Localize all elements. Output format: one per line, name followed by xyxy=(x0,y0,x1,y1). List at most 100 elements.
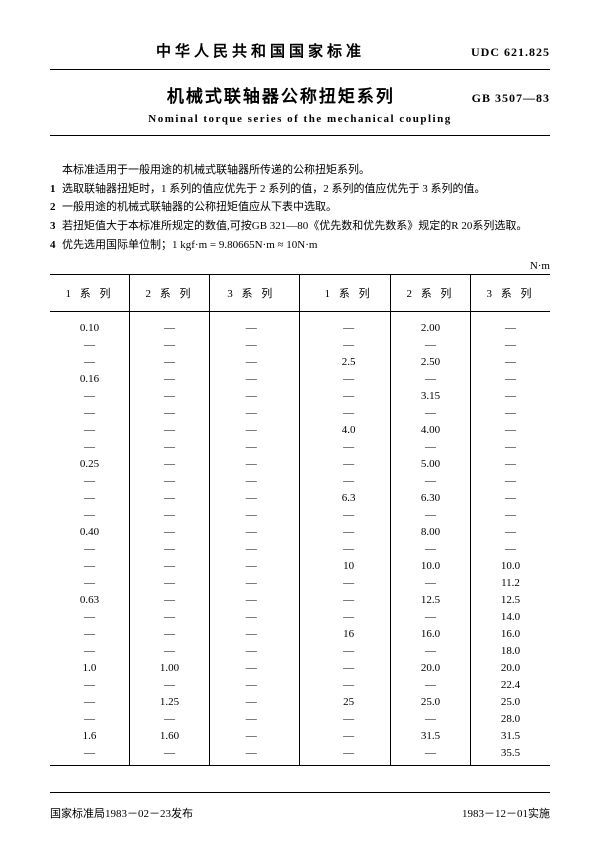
table-cell: — xyxy=(471,439,550,456)
table-cell: — xyxy=(390,473,470,490)
table-cell: — xyxy=(129,354,209,371)
table-cell: — xyxy=(50,422,129,439)
table-cell: 1.0 xyxy=(50,660,129,677)
table-cell: 0.40 xyxy=(50,524,129,541)
table-row: 0.63———12.512.5 xyxy=(50,592,550,609)
table-cell: 16.0 xyxy=(390,626,470,643)
table-row: ———6.36.30— xyxy=(50,490,550,507)
table-cell: — xyxy=(129,405,209,422)
note-text-1: 选取联轴器扭矩时，1 系列的值应优先于 2 系列的值，2 系列的值应优先于 3 … xyxy=(62,180,486,199)
effective-date: 1983－12－01实施 xyxy=(462,805,550,821)
table-cell: — xyxy=(50,473,129,490)
table-cell: — xyxy=(129,524,209,541)
table-cell: — xyxy=(210,660,300,677)
table-cell: — xyxy=(210,592,300,609)
table-cell: — xyxy=(210,694,300,711)
table-row: —————— xyxy=(50,541,550,558)
table-cell: — xyxy=(300,643,390,660)
table-cell: — xyxy=(129,456,209,473)
table-cell: — xyxy=(50,405,129,422)
table-cell: 2.50 xyxy=(390,354,470,371)
table-cell: — xyxy=(471,473,550,490)
table-cell: — xyxy=(129,507,209,524)
table-cell: — xyxy=(50,507,129,524)
table-cell: — xyxy=(471,422,550,439)
table-header-row: 1 系 列 2 系 列 3 系 列 1 系 列 2 系 列 3 系 列 xyxy=(50,275,550,312)
note-text-2: 一般用途的机械式联轴器的公称扭矩值应从下表中选取。 xyxy=(62,198,337,217)
table-cell: 20.0 xyxy=(390,660,470,677)
table-cell: — xyxy=(129,490,209,507)
table-cell: 28.0 xyxy=(471,711,550,728)
table-cell: — xyxy=(50,745,129,766)
table-row: —————14.0 xyxy=(50,609,550,626)
table-cell: — xyxy=(390,643,470,660)
note-num-1: 1 xyxy=(50,180,62,199)
table-cell: 3.15 xyxy=(390,388,470,405)
table-cell: — xyxy=(471,354,550,371)
table-row: 1.61.60——31.531.5 xyxy=(50,728,550,745)
table-cell: — xyxy=(50,354,129,371)
table-cell: 14.0 xyxy=(471,609,550,626)
table-cell: — xyxy=(471,507,550,524)
table-cell: — xyxy=(210,439,300,456)
table-cell: 20.0 xyxy=(471,660,550,677)
table-cell: — xyxy=(50,439,129,456)
table-row: ———2.52.50— xyxy=(50,354,550,371)
table-cell: — xyxy=(129,592,209,609)
table-cell: 1.00 xyxy=(129,660,209,677)
table-cell: — xyxy=(50,388,129,405)
table-cell: — xyxy=(390,337,470,354)
table-row: 1.01.00——20.020.0 xyxy=(50,660,550,677)
table-row: —————— xyxy=(50,507,550,524)
table-cell: — xyxy=(210,575,300,592)
table-cell: — xyxy=(50,575,129,592)
table-row: —————— xyxy=(50,405,550,422)
table-row: —————22.4 xyxy=(50,677,550,694)
table-row: 0.16————— xyxy=(50,371,550,388)
table-cell: — xyxy=(210,677,300,694)
table-cell: — xyxy=(471,524,550,541)
table-row: —————— xyxy=(50,439,550,456)
table-cell: 0.16 xyxy=(50,371,129,388)
table-cell: 25.0 xyxy=(471,694,550,711)
table-cell: — xyxy=(300,371,390,388)
table-cell: — xyxy=(210,711,300,728)
table-cell: — xyxy=(129,711,209,728)
table-cell: — xyxy=(390,507,470,524)
table-cell: — xyxy=(210,745,300,766)
table-unit: N·m xyxy=(50,260,550,272)
table-row: 0.25———5.00— xyxy=(50,456,550,473)
table-row: 0.40———8.00— xyxy=(50,524,550,541)
table-cell: 31.5 xyxy=(471,728,550,745)
table-cell: — xyxy=(300,592,390,609)
table-cell: — xyxy=(390,541,470,558)
table-cell: 12.5 xyxy=(471,592,550,609)
table-cell: 25 xyxy=(300,694,390,711)
udc-code: UDC 621.825 xyxy=(471,45,550,60)
torque-table: 1 系 列 2 系 列 3 系 列 1 系 列 2 系 列 3 系 列 0.10… xyxy=(50,274,550,766)
table-cell: — xyxy=(210,422,300,439)
table-cell: — xyxy=(471,337,550,354)
table-cell: — xyxy=(300,541,390,558)
table-cell: — xyxy=(390,575,470,592)
table-cell: 16.0 xyxy=(471,626,550,643)
table-cell: — xyxy=(210,507,300,524)
table-cell: — xyxy=(471,490,550,507)
table-cell: 10.0 xyxy=(471,558,550,575)
table-cell: — xyxy=(300,575,390,592)
table-cell: 18.0 xyxy=(471,643,550,660)
table-cell: — xyxy=(210,558,300,575)
table-cell: — xyxy=(129,388,209,405)
table-row: ————3.15— xyxy=(50,388,550,405)
table-row: —1.25—2525.025.0 xyxy=(50,694,550,711)
table-cell: — xyxy=(50,558,129,575)
table-cell: — xyxy=(471,371,550,388)
table-cell: — xyxy=(471,405,550,422)
table-cell: — xyxy=(129,643,209,660)
table-cell: — xyxy=(129,312,209,337)
table-cell: — xyxy=(390,371,470,388)
table-cell: 4.0 xyxy=(300,422,390,439)
table-cell: — xyxy=(300,677,390,694)
table-cell: 16 xyxy=(300,626,390,643)
note-num-3: 3 xyxy=(50,217,62,236)
